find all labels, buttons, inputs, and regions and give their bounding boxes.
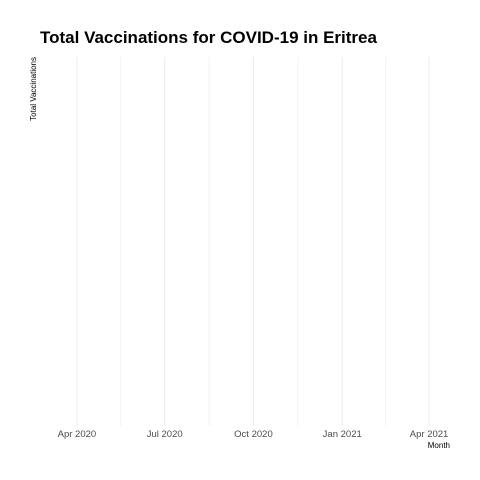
- gridlines: [76, 57, 430, 426]
- x-tick-label: Oct 2020: [234, 429, 273, 440]
- x-axis-title: Month: [428, 441, 450, 450]
- x-tick-label: Apr 2021: [410, 429, 449, 440]
- x-axis-ticks: Apr 2020 Jul 2020 Oct 2020 Jan 2021 Apr 2021: [58, 429, 449, 440]
- y-axis-title: Total Vaccinations: [29, 57, 38, 121]
- x-tick-label: Jul 2020: [147, 429, 183, 440]
- chart-title: Total Vaccinations for COVID-19 in Eritr…: [40, 28, 377, 47]
- x-tick-label: Apr 2020: [58, 429, 97, 440]
- x-tick-label: Jan 2021: [323, 429, 362, 440]
